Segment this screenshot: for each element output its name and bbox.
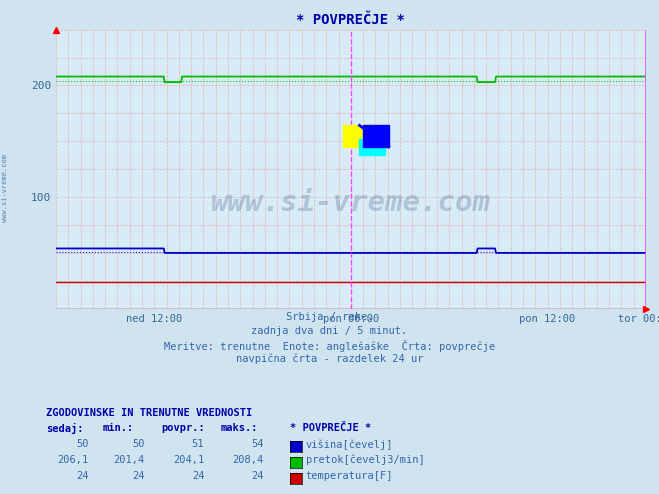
Text: 201,4: 201,4 <box>114 455 145 465</box>
Text: 208,4: 208,4 <box>233 455 264 465</box>
Text: ZGODOVINSKE IN TRENUTNE VREDNOSTI: ZGODOVINSKE IN TRENUTNE VREDNOSTI <box>46 408 252 417</box>
Title: * POVPREČJE *: * POVPREČJE * <box>297 13 405 27</box>
Text: višina[čevelj]: višina[čevelj] <box>306 439 393 450</box>
Text: 24: 24 <box>132 471 145 481</box>
Text: pretok[čevelj3/min]: pretok[čevelj3/min] <box>306 455 424 465</box>
Text: 24: 24 <box>192 471 204 481</box>
Text: Meritve: trenutne  Enote: anglešaške  Črta: povprečje: Meritve: trenutne Enote: anglešaške Črta… <box>164 340 495 352</box>
Text: 24: 24 <box>76 471 89 481</box>
Text: 50: 50 <box>132 439 145 449</box>
Text: * POVPREČJE *: * POVPREČJE * <box>290 423 371 433</box>
Text: Srbija / reke.: Srbija / reke. <box>286 312 373 322</box>
Text: 24: 24 <box>251 471 264 481</box>
Text: 50: 50 <box>76 439 89 449</box>
Text: 54: 54 <box>251 439 264 449</box>
Text: zadnja dva dni / 5 minut.: zadnja dva dni / 5 minut. <box>251 326 408 336</box>
Bar <box>343 125 376 147</box>
Bar <box>359 139 386 155</box>
Text: 204,1: 204,1 <box>173 455 204 465</box>
Text: maks.:: maks.: <box>221 423 258 433</box>
Bar <box>362 125 389 147</box>
Text: min.:: min.: <box>102 423 133 433</box>
Text: www.si-vreme.com: www.si-vreme.com <box>211 189 491 217</box>
Text: 51: 51 <box>192 439 204 449</box>
Text: temperatura[F]: temperatura[F] <box>306 471 393 481</box>
Text: www.si-vreme.com: www.si-vreme.com <box>2 154 9 222</box>
Text: sedaj:: sedaj: <box>46 423 84 434</box>
Text: navpična črta - razdelek 24 ur: navpična črta - razdelek 24 ur <box>236 354 423 364</box>
Text: povpr.:: povpr.: <box>161 423 205 433</box>
Text: 206,1: 206,1 <box>58 455 89 465</box>
